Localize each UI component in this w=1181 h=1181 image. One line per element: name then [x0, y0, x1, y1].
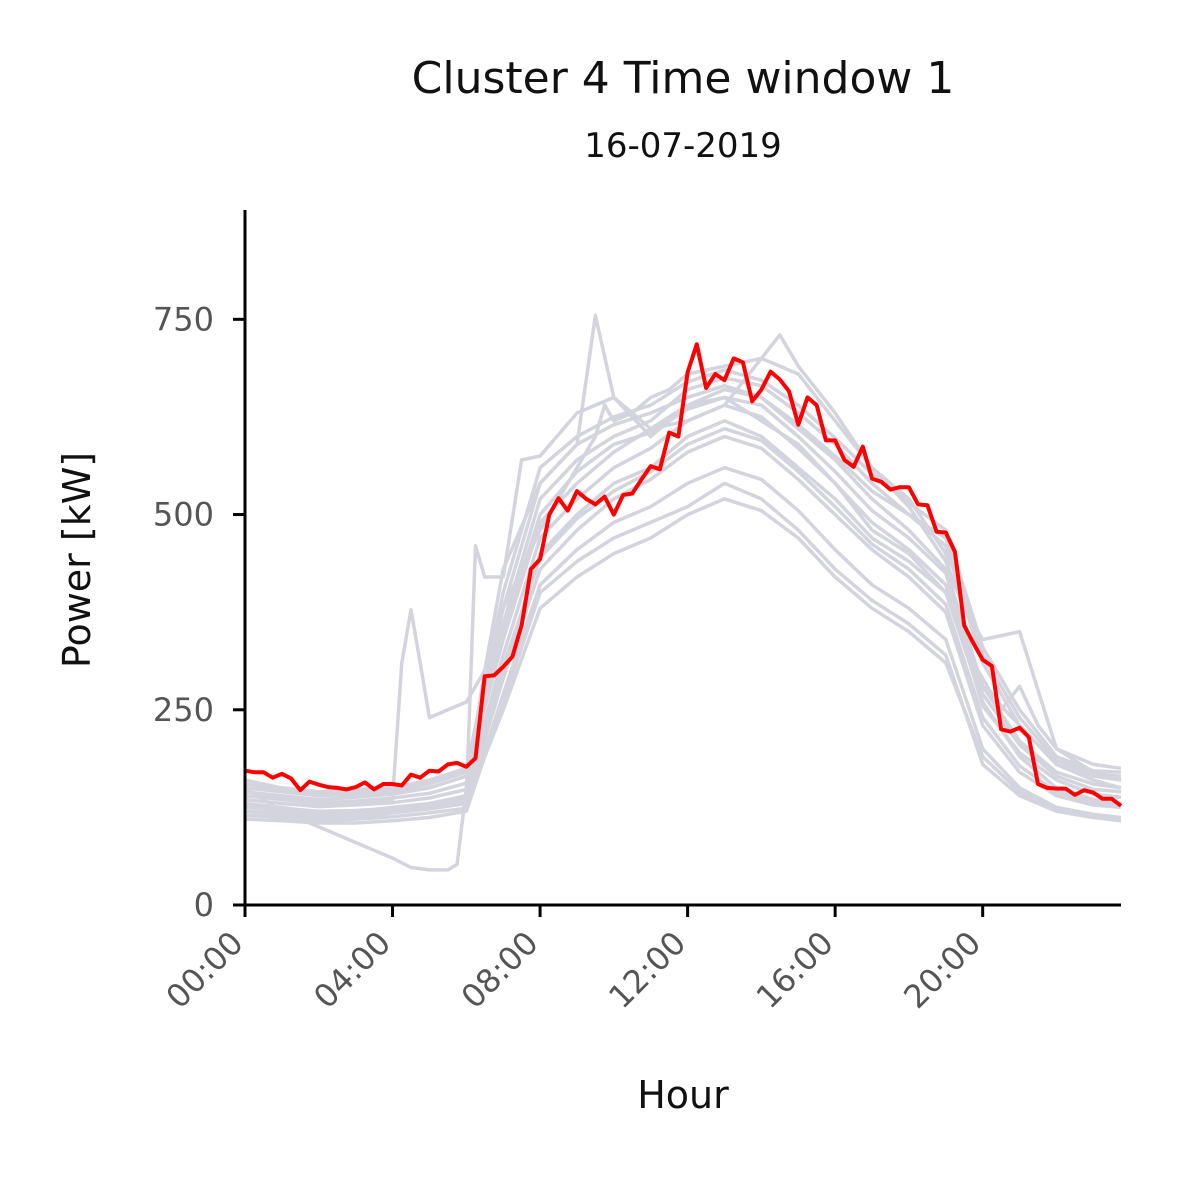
x-tick-group: 00:00 04:00 08:00 12:00 16:00 20:00	[159, 905, 988, 1016]
background-series-line-13	[244, 395, 1122, 805]
y-tick-label: 250	[153, 691, 214, 729]
y-tick-label: 0	[194, 886, 214, 924]
chart-subtitle: 16-07-2019	[584, 126, 782, 166]
x-tick-label: 08:00	[454, 924, 546, 1016]
background-series-line-12	[244, 497, 1122, 821]
x-tick-label: 00:00	[159, 924, 251, 1016]
background-series-line-14	[244, 426, 1122, 814]
background-series-line-9	[244, 465, 1122, 823]
y-tick-group: 0 250 500 750	[153, 300, 245, 924]
x-tick-label: 16:00	[749, 924, 841, 1016]
chart-title: Cluster 4 Time window 1	[412, 53, 955, 104]
background-series-line-7	[244, 434, 1122, 815]
x-tick-label: 20:00	[896, 924, 988, 1016]
highlight-series-group	[244, 342, 1123, 808]
x-tick-label: 04:00	[306, 924, 398, 1016]
highlight-series-line	[244, 342, 1123, 808]
x-tick-label: 12:00	[601, 924, 693, 1016]
y-tick-label: 500	[153, 496, 214, 534]
background-series-group	[244, 313, 1122, 872]
background-series-line-15	[244, 368, 1122, 796]
y-tick-label: 750	[153, 300, 214, 338]
y-axis-label: Power [kW]	[55, 452, 99, 668]
background-series-line-10	[244, 403, 1122, 809]
x-axis-label: Hour	[637, 1073, 729, 1117]
background-series-line-5	[244, 481, 1122, 825]
background-series-line-11	[244, 383, 1122, 798]
background-series-line-6	[244, 387, 1122, 802]
